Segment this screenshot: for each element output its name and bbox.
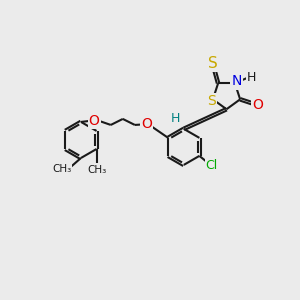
- Text: O: O: [89, 114, 100, 128]
- Text: S: S: [208, 56, 218, 71]
- Text: O: O: [252, 98, 263, 112]
- Text: CH₃: CH₃: [52, 164, 71, 174]
- Text: H: H: [170, 112, 180, 125]
- Text: Cl: Cl: [206, 159, 218, 172]
- Text: CH₃: CH₃: [87, 165, 106, 175]
- Text: O: O: [141, 117, 152, 131]
- Text: H: H: [247, 70, 256, 84]
- Text: N: N: [232, 74, 242, 88]
- Text: S: S: [207, 94, 216, 108]
